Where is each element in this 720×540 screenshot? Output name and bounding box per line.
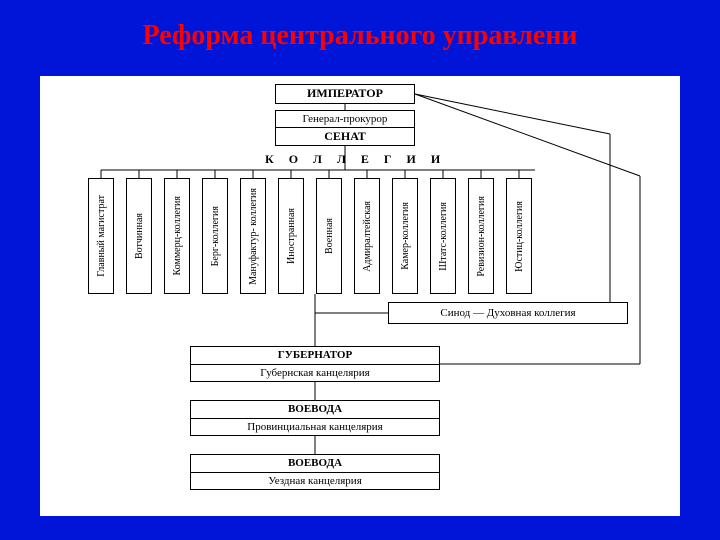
box-voevoda-prov: ВОЕВОДА Провинциальная канцелярия [190, 400, 440, 436]
voevoda1-office: Провинциальная канцелярия [247, 421, 382, 433]
voevoda1-head: ВОЕВОДА [288, 403, 342, 415]
collegia-label: Главный магистрат [96, 195, 107, 277]
collegia-label: Ревизион-коллегия [476, 196, 487, 277]
collegia-box: Штатс-коллегия [430, 178, 456, 294]
collegia-label: Штатс-коллегия [438, 202, 449, 271]
collegia-label: Мануфактур- коллегия [248, 188, 259, 285]
prosecutor-label: Генерал-прокурор [303, 113, 388, 125]
collegia-box: Вотчинная [126, 178, 152, 294]
collegia-box: Юстиц-коллегия [506, 178, 532, 294]
collegia-box: Коммерц-коллегия [164, 178, 190, 294]
collegia-label: Адмиралтейская [362, 201, 373, 272]
collegia-heading: К О Л Л Е Г И И [265, 152, 446, 167]
collegia-box: Главный магистрат [88, 178, 114, 294]
collegia-box: Военная [316, 178, 342, 294]
emperor-label: ИМПЕРАТОР [307, 87, 383, 100]
collegia-label: Камер-коллегия [400, 202, 411, 270]
collegia-box: Берг-коллегия [202, 178, 228, 294]
collegia-box: Камер-коллегия [392, 178, 418, 294]
collegia-label: Вотчинная [134, 213, 145, 259]
box-voevoda-uezd: ВОЕВОДА Уездная канцелярия [190, 454, 440, 490]
collegia-box: Иностранная [278, 178, 304, 294]
slide-title: Реформа центрального управлени [0, 20, 720, 52]
gubernator-head: ГУБЕРНАТОР [278, 349, 352, 361]
senate-label: СЕНАТ [324, 130, 366, 143]
collegia-box: Ревизион-коллегия [468, 178, 494, 294]
collegia-label: Юстиц-коллегия [514, 201, 525, 272]
box-senate: СЕНАТ [275, 128, 415, 146]
box-gubernator: ГУБЕРНАТОР Губернская канцелярия [190, 346, 440, 382]
slide: Реформа центрального управлени [0, 0, 720, 540]
diagram-area: ИМПЕРАТОР Генерал-прокурор СЕНАТ К О Л Л… [40, 76, 680, 516]
collegia-label: Берг-коллегия [210, 206, 221, 266]
collegia-label: Военная [324, 218, 335, 254]
box-emperor: ИМПЕРАТОР [275, 84, 415, 104]
box-synod: Синод — Духовная коллегия [388, 302, 628, 324]
collegia-label: Коммерц-коллегия [172, 196, 183, 275]
collegia-box: Адмиралтейская [354, 178, 380, 294]
gubernator-office: Губернская канцелярия [260, 367, 369, 379]
collegia-label: Иностранная [286, 208, 297, 264]
voevoda2-head: ВОЕВОДА [288, 457, 342, 469]
collegia-box: Мануфактур- коллегия [240, 178, 266, 294]
synod-label: Синод — Духовная коллегия [440, 307, 575, 319]
box-prosecutor: Генерал-прокурор [275, 110, 415, 128]
voevoda2-office: Уездная канцелярия [268, 475, 362, 487]
